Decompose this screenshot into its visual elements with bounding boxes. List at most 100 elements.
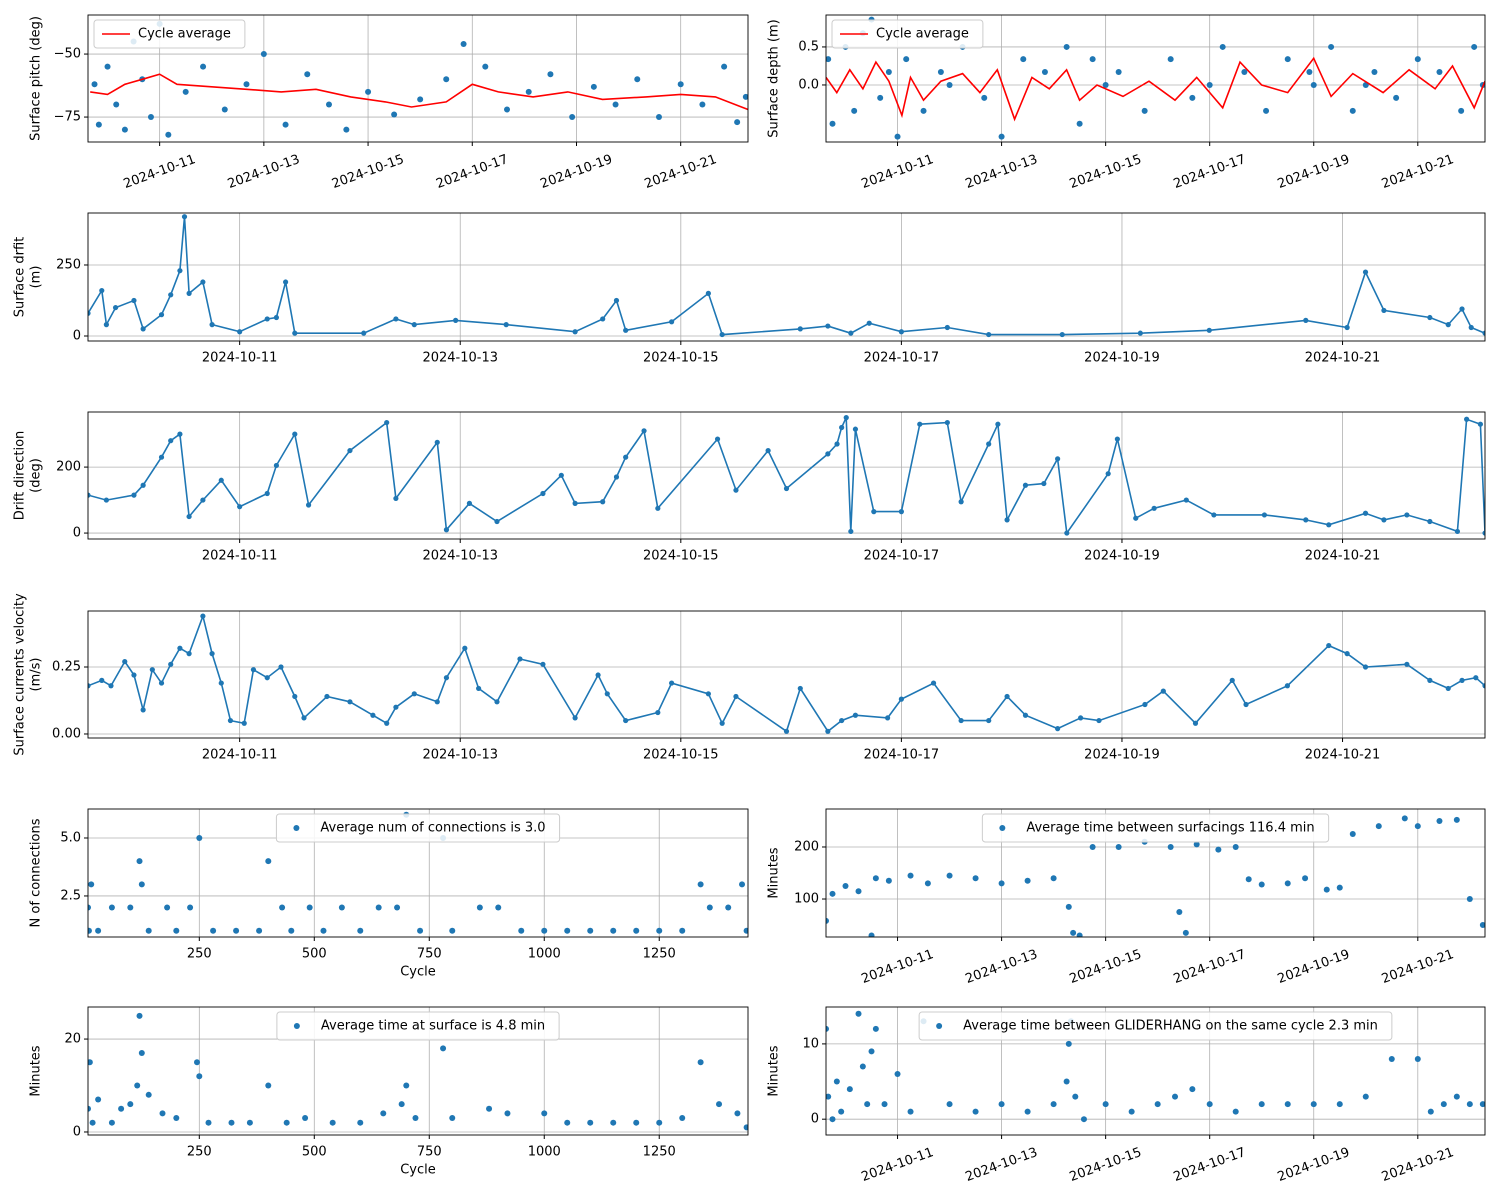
x-tick-label: 2024-10-19 [1084,549,1160,564]
data-point [1284,1101,1291,1108]
data-point [127,904,134,911]
legend-box [93,19,246,49]
data-point [1059,331,1065,338]
data-point [158,312,165,318]
data-point [357,927,364,934]
data-point [104,63,111,70]
data-point [595,672,601,678]
data-point [131,672,137,678]
data-point [1142,701,1148,708]
data-point [705,691,711,697]
data-point [1004,693,1010,700]
data-point [227,717,234,724]
data-point [677,81,684,88]
data-point [1193,841,1200,848]
data-point [855,888,862,895]
data-point [998,1101,1005,1108]
x-tick-label: 2024-10-17 [434,152,510,192]
data-point [1323,886,1330,893]
data-point [742,93,748,100]
data-point [89,1119,96,1126]
plot-area [826,16,1485,140]
data-point [1479,1101,1485,1108]
x-axis-label: Cycle [400,965,436,980]
axes-frame [825,808,1486,938]
data-point [443,675,450,681]
data-point [384,720,390,726]
data-point [995,421,1001,427]
data-point [930,680,937,686]
subplot: 0 250 2024-10-11 2024-10-13 2024-10-15 2024-1… [13,212,1486,366]
data-point [946,81,953,88]
data-point [1326,642,1332,649]
data-point [237,504,243,510]
plot-area [88,613,1485,734]
data-point [1261,512,1268,518]
data-point [246,1119,253,1126]
data-point [391,111,398,118]
x-tick-label: 2024-10-17 [864,549,940,564]
data-point [1089,56,1096,63]
data-point [88,904,91,911]
x-tick-label: 2024-10-19 [1276,1145,1352,1185]
x-tick-label: 2024-10-17 [1172,1145,1248,1185]
x-tick-label: 2024-10-15 [1068,152,1144,192]
data-point [449,1115,456,1122]
data-point [168,661,174,667]
data-point [1215,846,1222,853]
x-tick-label: 2024-10-15 [1068,947,1144,987]
y-tick-label: 10 [802,1036,819,1051]
data-point [848,528,854,535]
data-point [138,881,145,888]
data-point [572,500,578,506]
data-point [304,71,311,78]
data-point [292,330,298,336]
data-point [140,482,146,488]
x-tick-label: 1250 [643,1145,676,1160]
data-point [1445,685,1451,692]
data-point [797,685,803,692]
legend: Average time between GLIDERHANG on the s… [918,1011,1393,1041]
data-point [1076,932,1083,937]
x-tick-label: 2024-10-11 [859,152,935,192]
data-point [88,310,91,316]
data-point [1219,43,1226,50]
data-point [243,81,250,88]
data-point [173,1115,180,1122]
x-tick-label: 750 [417,947,442,962]
data-point [1310,81,1317,88]
data-point [443,76,450,83]
axes-frame [87,14,749,143]
y-axis-label: Surface pitch (deg) [29,16,44,141]
x-tick-label: 250 [187,947,212,962]
data-point [361,330,367,336]
data-point [1141,107,1148,114]
data-point [1303,517,1309,523]
data-point [825,728,831,734]
data-point [88,1059,93,1066]
data-point [679,927,686,934]
data-point [329,1119,336,1126]
legend-marker [293,1023,300,1029]
data-point [306,904,313,911]
data-point [136,858,143,865]
data-point [1336,1101,1343,1108]
data-point [503,322,509,328]
data-point [384,419,390,426]
data-point [641,428,647,434]
plot-area [88,1012,748,1131]
data-point [623,454,629,460]
axes-frame [87,1006,749,1136]
data-point [1189,1086,1196,1093]
data-point [1241,69,1248,76]
data-point [656,927,663,934]
x-tick-label: 2024-10-19 [1276,152,1352,192]
series-line [88,613,1485,733]
data-point [852,426,859,432]
data-point [885,69,892,76]
data-point [1473,675,1479,681]
plot-area [826,815,1485,937]
data-point [1137,330,1143,336]
